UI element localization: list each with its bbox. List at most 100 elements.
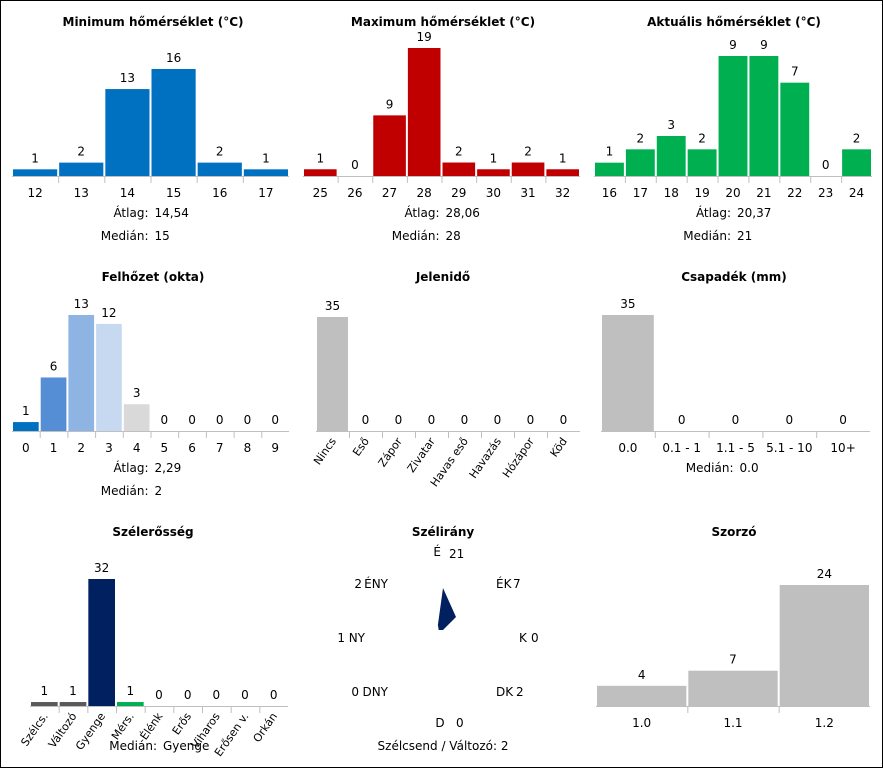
bar-2 xyxy=(68,315,95,431)
data-label: 0 xyxy=(184,688,192,702)
tick-label: Nincs xyxy=(311,435,339,467)
data-label: 32 xyxy=(94,561,109,575)
tick-label: Zápor xyxy=(376,435,406,469)
chart-title: Felhőzet (okta) xyxy=(102,270,205,284)
direction-value: 1 xyxy=(337,631,345,645)
mean-value: 28,06 xyxy=(446,206,480,220)
data-label: 1 xyxy=(22,404,30,418)
tick-label: 21 xyxy=(756,186,771,200)
data-label: 0 xyxy=(732,413,740,427)
mean-value: 20,37 xyxy=(737,206,771,220)
direction-value: 0 xyxy=(351,685,359,699)
tick-label: 9 xyxy=(271,441,279,455)
median-label: Medián: xyxy=(683,229,731,243)
bar-30 xyxy=(477,169,510,176)
bar-0.0 xyxy=(602,315,654,431)
data-label: 9 xyxy=(386,97,394,111)
mean-label: Átlag: xyxy=(113,205,148,220)
bar-Változó xyxy=(59,702,87,706)
median-value: 2 xyxy=(155,484,163,498)
chart-max: Maximum hőmérséklet (°C) 1 25 0 26 9 27 19 28 2 29… xyxy=(303,15,580,243)
tick-label: 20 xyxy=(725,186,740,200)
direction-label: É xyxy=(433,544,441,559)
tick-label: 26 xyxy=(347,186,362,200)
data-label: 0 xyxy=(213,688,221,702)
tick-label: 27 xyxy=(382,186,397,200)
tick-label: 15 xyxy=(166,186,181,200)
tick-label: 0 xyxy=(22,441,30,455)
median-label: Medián: xyxy=(392,229,440,243)
tick-label: 1.2 xyxy=(815,716,834,730)
tick-label: 17 xyxy=(633,186,648,200)
data-label: 7 xyxy=(729,653,737,667)
data-label: 1 xyxy=(559,151,567,165)
data-label: 2 xyxy=(524,145,532,159)
data-label: 0 xyxy=(362,413,370,427)
direction-value: 0 xyxy=(531,631,539,645)
tick-label: 24 xyxy=(849,186,864,200)
data-label: 0 xyxy=(351,158,359,172)
median-value: Gyenge xyxy=(163,739,209,753)
data-label: 12 xyxy=(101,306,116,320)
bar-Nincs xyxy=(317,317,348,431)
chart-mult: Szorzó 4 1.0 7 1.1 24 1.2 xyxy=(596,525,870,730)
chart-title: Csapadék (mm) xyxy=(681,270,787,284)
tick-label: 10+ xyxy=(830,441,855,455)
median-value: 15 xyxy=(155,229,170,243)
data-label: 1 xyxy=(316,151,324,165)
direction-label: D xyxy=(435,716,444,730)
tick-label: 1.0 xyxy=(632,716,651,730)
data-label: 0 xyxy=(428,413,436,427)
bar-0 xyxy=(13,422,39,431)
data-label: 1 xyxy=(262,151,270,165)
data-label: 2 xyxy=(77,145,85,159)
data-label: 0 xyxy=(678,413,686,427)
tick-label: 29 xyxy=(451,186,466,200)
tick-label: 19 xyxy=(694,186,709,200)
direction-label: ÉK xyxy=(496,576,513,591)
tick-label: 2 xyxy=(77,441,85,455)
data-label: 6 xyxy=(50,359,58,373)
tick-label: 23 xyxy=(818,186,833,200)
chart-prec: Csapadék (mm) 35 0.0 0 0.1 - 1 0 1.1 - 5 0 5.1 -… xyxy=(601,270,870,475)
data-label: 0 xyxy=(270,688,278,702)
direction-value: 0 xyxy=(456,716,464,730)
data-label: 2 xyxy=(637,131,645,145)
tick-label: 28 xyxy=(417,186,432,200)
direction-value: 2 xyxy=(354,577,362,591)
tick-label: 22 xyxy=(787,186,802,200)
data-label: 0 xyxy=(244,413,252,427)
chart-title: Szorzó xyxy=(711,525,756,539)
tick-label: 6 xyxy=(188,441,196,455)
data-label: 0 xyxy=(161,413,169,427)
tick-label: 18 xyxy=(664,186,679,200)
data-label: 13 xyxy=(74,297,89,311)
mean-label: Átlag: xyxy=(696,205,731,220)
data-label: 0 xyxy=(395,413,403,427)
bar-14 xyxy=(105,89,150,176)
tick-label: 0.1 - 1 xyxy=(662,441,701,455)
bar-25 xyxy=(304,169,337,176)
data-label: 1 xyxy=(606,145,614,159)
data-label: 0 xyxy=(527,413,535,427)
tick-label: 17 xyxy=(258,186,273,200)
tick-label: Havazás xyxy=(467,435,504,481)
median-value: 21 xyxy=(737,229,752,243)
data-label: 19 xyxy=(417,30,432,44)
tick-label: 32 xyxy=(555,186,570,200)
chart-min: Minimum hőmérséklet (°C) 1 12 2 13 13 14 16 15 2 1… xyxy=(12,15,289,243)
tick-label: 1 xyxy=(50,441,58,455)
median-label: Medián: xyxy=(686,461,734,475)
data-label: 3 xyxy=(667,118,675,132)
bar-19 xyxy=(687,149,717,176)
bar-22 xyxy=(780,82,810,176)
direction-value: 2 xyxy=(516,685,524,699)
tick-label: 3 xyxy=(105,441,113,455)
tick-label: 31 xyxy=(520,186,535,200)
data-label: 2 xyxy=(455,145,463,159)
tick-label: 1.1 xyxy=(723,716,742,730)
data-label: 24 xyxy=(817,567,832,581)
bar-1.2 xyxy=(779,585,869,706)
mean-value: 14,54 xyxy=(155,206,189,220)
data-label: 0 xyxy=(461,413,469,427)
